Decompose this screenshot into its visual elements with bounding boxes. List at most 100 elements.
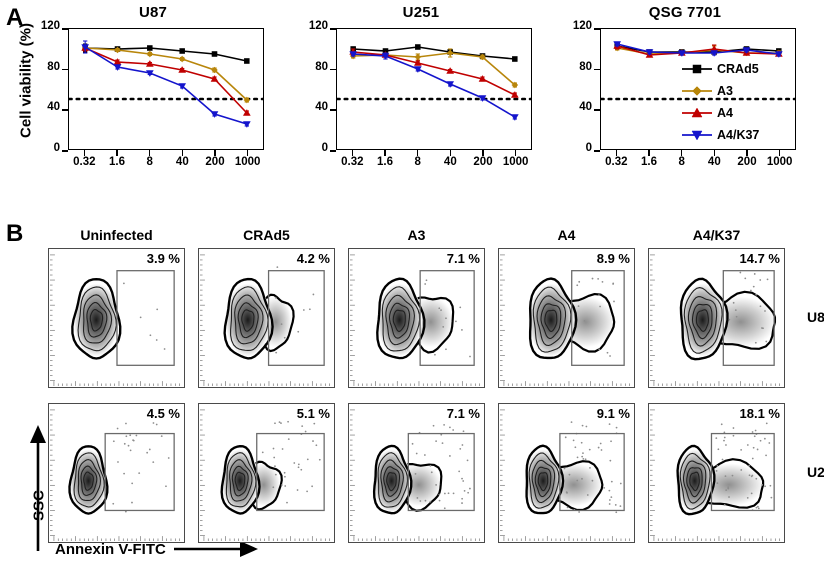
flow-plot-frame [348,403,485,543]
panel-a-letter: A [6,4,24,31]
y-tick-mark [594,150,600,152]
chart-u87: U87 0 40 80 120 0.32 1.6 8 40 200 1000 [28,0,278,200]
plot-area-u251 [336,28,532,150]
y-tick-label: 0 [53,142,60,154]
x-tick-mark [384,150,386,156]
flow-plot-frame [498,248,635,388]
gate-percentage-label: 4.5 % [146,406,180,421]
y-tick-mark [594,109,600,111]
legend-marker-square-icon [682,62,712,76]
y-tick-label: 40 [47,101,60,114]
y-tick-mark [594,28,600,30]
x-tick-mark [680,150,683,156]
x-tick-label: 1.6 [641,156,657,168]
x-tick-mark [778,150,781,156]
gate-percentage-label: 18.1 % [739,406,780,421]
ssc-arrow-icon [30,425,46,551]
x-tick-label: 1000 [234,156,261,168]
flow-plot-frame [648,403,785,543]
gate-percentage-label: 4.2 % [296,251,330,266]
flow-plot-frame [198,403,335,543]
flow-plot-frame [348,248,485,388]
x-tick-mark [713,150,716,156]
x-tick-mark [246,150,249,156]
x-tick-label: 1000 [766,156,793,168]
panel-b-flow-cytometry: B SSC Annexin V-FITC Uninfected CRAd5 A3 A4… [0,205,824,565]
flow-plot-u87-a3: 7.1 % [348,248,485,388]
x-tick-label: 8 [146,156,153,168]
x-tick-label: 8 [678,156,685,168]
x-tick-mark [351,150,354,156]
y-tick-label: 80 [315,60,328,73]
gate-percentage-label: 7.1 % [446,251,480,266]
chart-title-qsg7701: QSG 7701 [648,4,722,21]
column-header-uninfected: Uninfected [80,227,153,243]
y-tick-label: 80 [47,60,60,73]
x-tick-mark [648,150,650,156]
flow-plot-u251-uninfected: 4.5 % [48,403,185,543]
flow-plot-frame [498,403,635,543]
x-tick-label: 200 [737,156,757,168]
chart-legend: CRAd5 A3 A4 A4/K37 [682,58,802,146]
y-tick-mark [62,28,68,30]
annexin-axis-label: Annexin V-FITC [55,540,166,558]
legend-item-a3: A3 [682,80,802,102]
y-tick-mark [330,28,336,30]
x-tick-mark [746,150,748,156]
gate-percentage-label: 9.1 % [596,406,630,421]
x-tick-mark [181,150,184,156]
chart-canvas [337,44,531,121]
x-tick-label: 200 [205,156,225,168]
legend-marker-triangle-down-icon [682,128,712,142]
flow-plot-u251-a3: 7.1 % [348,403,485,543]
ssc-axis-arrow: SSC [18,423,58,553]
legend-item-a4: A4 [682,102,802,124]
y-tick-label: 40 [315,101,328,114]
legend-marker-diamond-icon [682,84,712,98]
y-tick-mark [330,150,336,152]
x-tick-mark [83,150,86,156]
flow-plot-frame [48,248,185,388]
y-tick-label: 0 [321,142,328,154]
y-tick-mark [62,150,68,152]
y-tick-label: 120 [40,20,60,32]
legend-item-crad5: CRAd5 [682,58,802,80]
gate-percentage-label: 14.7 % [739,251,780,266]
x-tick-mark [482,150,484,156]
y-tick-mark [330,68,336,71]
y-tick-mark [330,109,336,111]
row-label-u87: U87 [807,309,824,325]
x-tick-mark [214,150,216,156]
flow-plot-frame [198,248,335,388]
legend-label: CRAd5 [717,62,759,76]
gate-percentage-label: 8.9 % [596,251,630,266]
panel-b-letter: B [6,220,24,247]
y-tick-label: 40 [579,101,592,114]
flow-plot-u251-a4-k37: 18.1 % [648,403,785,543]
y-tick-mark [594,68,600,71]
y-tick-mark [62,68,68,71]
x-tick-mark [148,150,151,156]
flow-plot-u87-a4-k37: 14.7 % [648,248,785,388]
gate-percentage-label: 7.1 % [446,406,480,421]
chart-canvas [601,41,795,101]
y-tick-label: 120 [308,20,328,32]
flow-plot-u251-a4: 9.1 % [498,403,635,543]
flow-plot-frame [648,248,785,388]
annexin-axis: Annexin V-FITC [55,540,260,558]
flow-plot-u87-crad5: 4.2 % [198,248,335,388]
x-tick-label: 0.32 [605,156,628,168]
x-tick-label: 40 [443,156,457,168]
y-axis-title-container: Cell viability (%) [0,20,35,160]
x-tick-label: 8 [414,156,421,168]
column-header-crad5: CRAd5 [243,227,290,243]
x-tick-mark [514,150,517,156]
x-tick-label: 0.32 [341,156,364,168]
flow-plot-u87-a4: 8.9 % [498,248,635,388]
chart-title-u87: U87 [138,4,168,21]
legend-label: A4 [717,106,733,120]
ssc-axis-label: SSC [30,490,48,521]
chart-canvas [69,40,263,128]
x-tick-label: 40 [175,156,189,168]
x-tick-label: 1.6 [377,156,393,168]
